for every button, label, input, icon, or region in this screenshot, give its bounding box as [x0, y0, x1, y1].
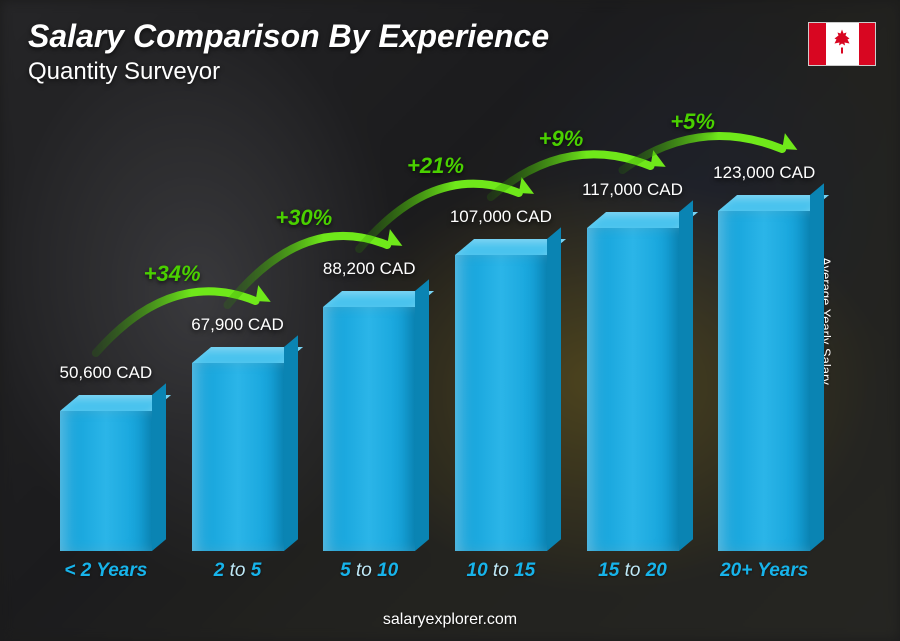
x-tick-label: 2 to 5	[172, 560, 304, 582]
bar-slot: 50,600 CAD	[40, 110, 172, 551]
bars-container: 50,600 CAD 67,900 CAD 88,200 CAD 107,000…	[40, 110, 830, 551]
bar-side-face	[415, 279, 429, 551]
bar-front-face	[455, 255, 547, 551]
bar-front-face	[323, 307, 415, 551]
content-root: Salary Comparison By Experience Quantity…	[0, 0, 900, 641]
bar-slot: 67,900 CAD	[172, 110, 304, 551]
x-tick-label: < 2 Years	[40, 560, 172, 582]
bar-slot: 123,000 CAD	[698, 110, 830, 551]
chart-title: Salary Comparison By Experience	[28, 18, 549, 55]
footer-attribution: salaryexplorer.com	[383, 611, 517, 629]
bar-chart: 50,600 CAD 67,900 CAD 88,200 CAD 107,000…	[40, 110, 830, 591]
bar-side-face	[810, 183, 824, 551]
x-tick-label: 15 to 20	[567, 560, 699, 582]
country-flag-canada	[808, 22, 876, 66]
bar-side-face	[547, 227, 561, 551]
x-tick-label: 20+ Years	[698, 560, 830, 582]
bar	[455, 255, 547, 551]
bar-value-label: 123,000 CAD	[713, 163, 815, 183]
bar-slot: 117,000 CAD	[567, 110, 699, 551]
bar	[60, 411, 152, 551]
bar-slot: 88,200 CAD	[303, 110, 435, 551]
flag-stripe-left	[809, 23, 826, 65]
bar-value-label: 67,900 CAD	[191, 315, 284, 335]
bar-side-face	[284, 335, 298, 551]
flag-center	[826, 23, 859, 65]
bar	[718, 211, 810, 551]
flag-stripe-right	[859, 23, 876, 65]
x-axis: < 2 Years2 to 55 to 1010 to 1515 to 2020…	[40, 551, 830, 591]
bar-front-face	[60, 411, 152, 551]
bar-front-face	[192, 363, 284, 551]
bar-side-face	[679, 200, 693, 551]
bar	[323, 307, 415, 551]
chart-subtitle: Quantity Surveyor	[28, 58, 220, 86]
x-tick-label: 5 to 10	[303, 560, 435, 582]
bar	[192, 363, 284, 551]
bar-front-face	[718, 211, 810, 551]
bar-front-face	[587, 228, 679, 551]
bar-value-label: 117,000 CAD	[582, 180, 683, 200]
bar-value-label: 88,200 CAD	[323, 259, 416, 279]
bar-side-face	[152, 383, 166, 551]
x-tick-label: 10 to 15	[435, 560, 567, 582]
maple-leaf-icon	[831, 30, 853, 59]
bar	[587, 228, 679, 551]
bar-value-label: 50,600 CAD	[60, 363, 153, 383]
bar-value-label: 107,000 CAD	[450, 207, 552, 227]
bar-slot: 107,000 CAD	[435, 110, 567, 551]
